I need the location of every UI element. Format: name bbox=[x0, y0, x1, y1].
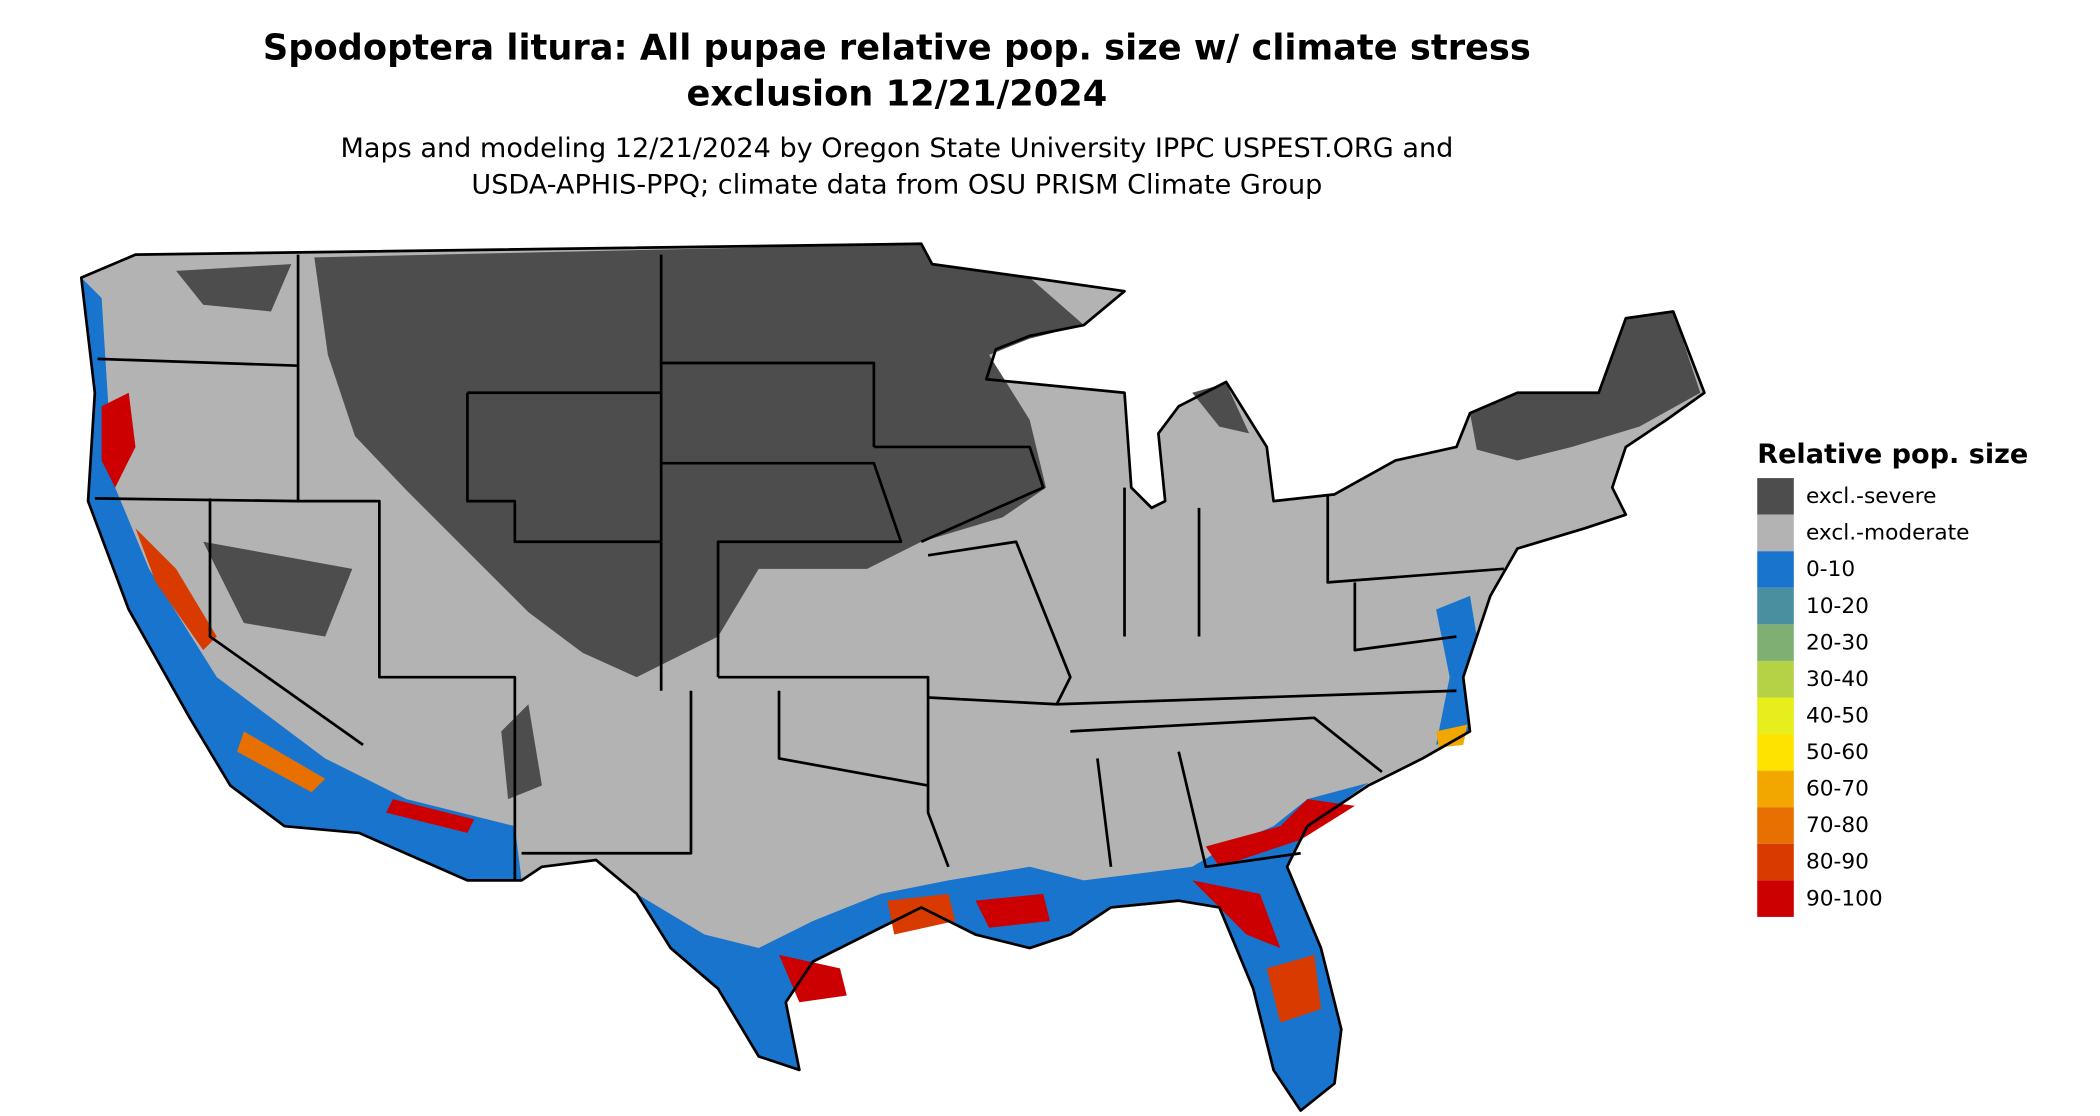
hotspot bbox=[1436, 724, 1468, 748]
legend-swatch bbox=[1757, 624, 1794, 661]
legend-label: 60-70 bbox=[1806, 777, 1869, 802]
legend: excl.-severe excl.-moderate 0-10 10-20 20-30… bbox=[1757, 478, 1969, 917]
border bbox=[79, 242, 1706, 1112]
region-severe bbox=[1470, 311, 1701, 461]
hotspot bbox=[386, 799, 475, 833]
hotspot bbox=[237, 731, 326, 793]
state-borders bbox=[79, 242, 1706, 1112]
subtitle-line: Maps and modeling 12/21/2024 by Oregon S… bbox=[341, 133, 1454, 164]
title-line: Spodoptera litura: All pupae relative po… bbox=[263, 28, 1531, 69]
legend-swatch bbox=[1757, 660, 1794, 698]
region-severe bbox=[176, 264, 542, 800]
legend-swatch bbox=[1757, 478, 1794, 515]
hotspot bbox=[887, 893, 956, 935]
legend-swatch bbox=[1757, 734, 1794, 771]
legend-swatch bbox=[1757, 514, 1794, 552]
hotspot bbox=[1266, 954, 1321, 1023]
legend-swatch bbox=[1757, 770, 1794, 808]
hotspot bbox=[135, 528, 217, 651]
legend-label: 80-90 bbox=[1806, 850, 1869, 875]
region-low bbox=[81, 277, 522, 881]
legend-title: Relative pop. size bbox=[1757, 439, 2028, 470]
region-severe bbox=[1192, 383, 1250, 434]
legend-swatch bbox=[1757, 551, 1794, 588]
hotspots bbox=[101, 392, 1468, 1023]
legend-swatch bbox=[1757, 807, 1794, 844]
us-map bbox=[79, 242, 1706, 1112]
hotspot bbox=[1205, 799, 1355, 867]
region-severe bbox=[314, 243, 1084, 678]
legend-label: 30-40 bbox=[1806, 667, 1869, 692]
hotspot bbox=[1192, 880, 1281, 949]
legend-label: 10-20 bbox=[1806, 594, 1869, 619]
legend-label: 40-50 bbox=[1806, 703, 1869, 728]
legend-label: excl.-moderate bbox=[1806, 521, 1969, 546]
border bbox=[94, 254, 1504, 881]
legend-label: excl.-severe bbox=[1806, 484, 1937, 509]
legend-label: 0-10 bbox=[1806, 557, 1855, 582]
legend-swatch bbox=[1757, 697, 1794, 735]
hotspot bbox=[101, 392, 136, 488]
hotspot bbox=[779, 954, 847, 1003]
hotspot bbox=[975, 893, 1050, 928]
legend-swatch bbox=[1757, 843, 1794, 881]
subtitle-line: USDA-APHIS-PPQ; climate data from OSU PR… bbox=[471, 170, 1322, 201]
legend-swatch bbox=[1757, 880, 1794, 917]
legend-label: 90-100 bbox=[1806, 886, 1883, 911]
title-line: exclusion 12/21/2024 bbox=[686, 74, 1107, 115]
legend-swatch bbox=[1757, 587, 1794, 625]
legend-label: 50-60 bbox=[1806, 740, 1869, 765]
legend-label: 20-30 bbox=[1806, 630, 1869, 655]
legend-label: 70-80 bbox=[1806, 813, 1869, 838]
